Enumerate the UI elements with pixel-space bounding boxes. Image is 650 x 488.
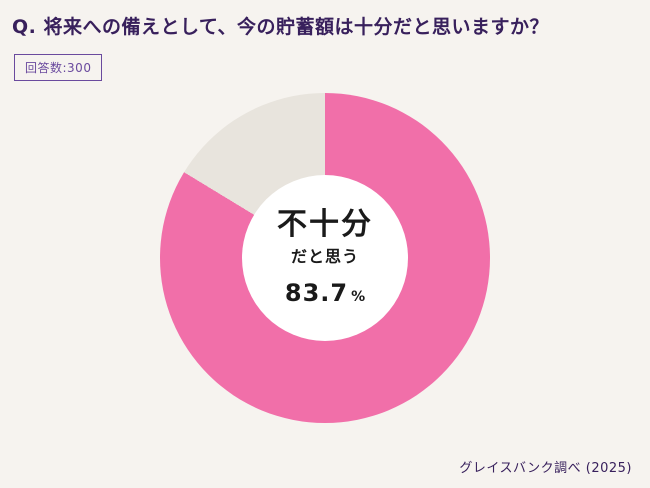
center-label-main: 不十分 [277,207,373,243]
donut-center: 不十分 だと思う 83.7% [242,174,408,341]
source-note: グレイスバンク調べ (2025) [459,461,632,476]
respondents-badge: 回答数:300 [14,53,103,81]
chart-area: 不十分 だと思う 83.7% [0,92,650,423]
header: Q. 将来への備えとして、今の貯蓄額は十分だと思いますか？ 回答数:300 [0,0,650,81]
donut-chart: 不十分 だと思う 83.7% [160,92,490,423]
page-title: Q. 将来への備えとして、今の貯蓄額は十分だと思いますか？ [12,16,549,38]
center-value: 83.7 [284,279,349,308]
center-label-sub: だと思う [290,247,359,267]
center-value-row: 83.7% [285,279,365,307]
center-unit: % [351,289,366,306]
